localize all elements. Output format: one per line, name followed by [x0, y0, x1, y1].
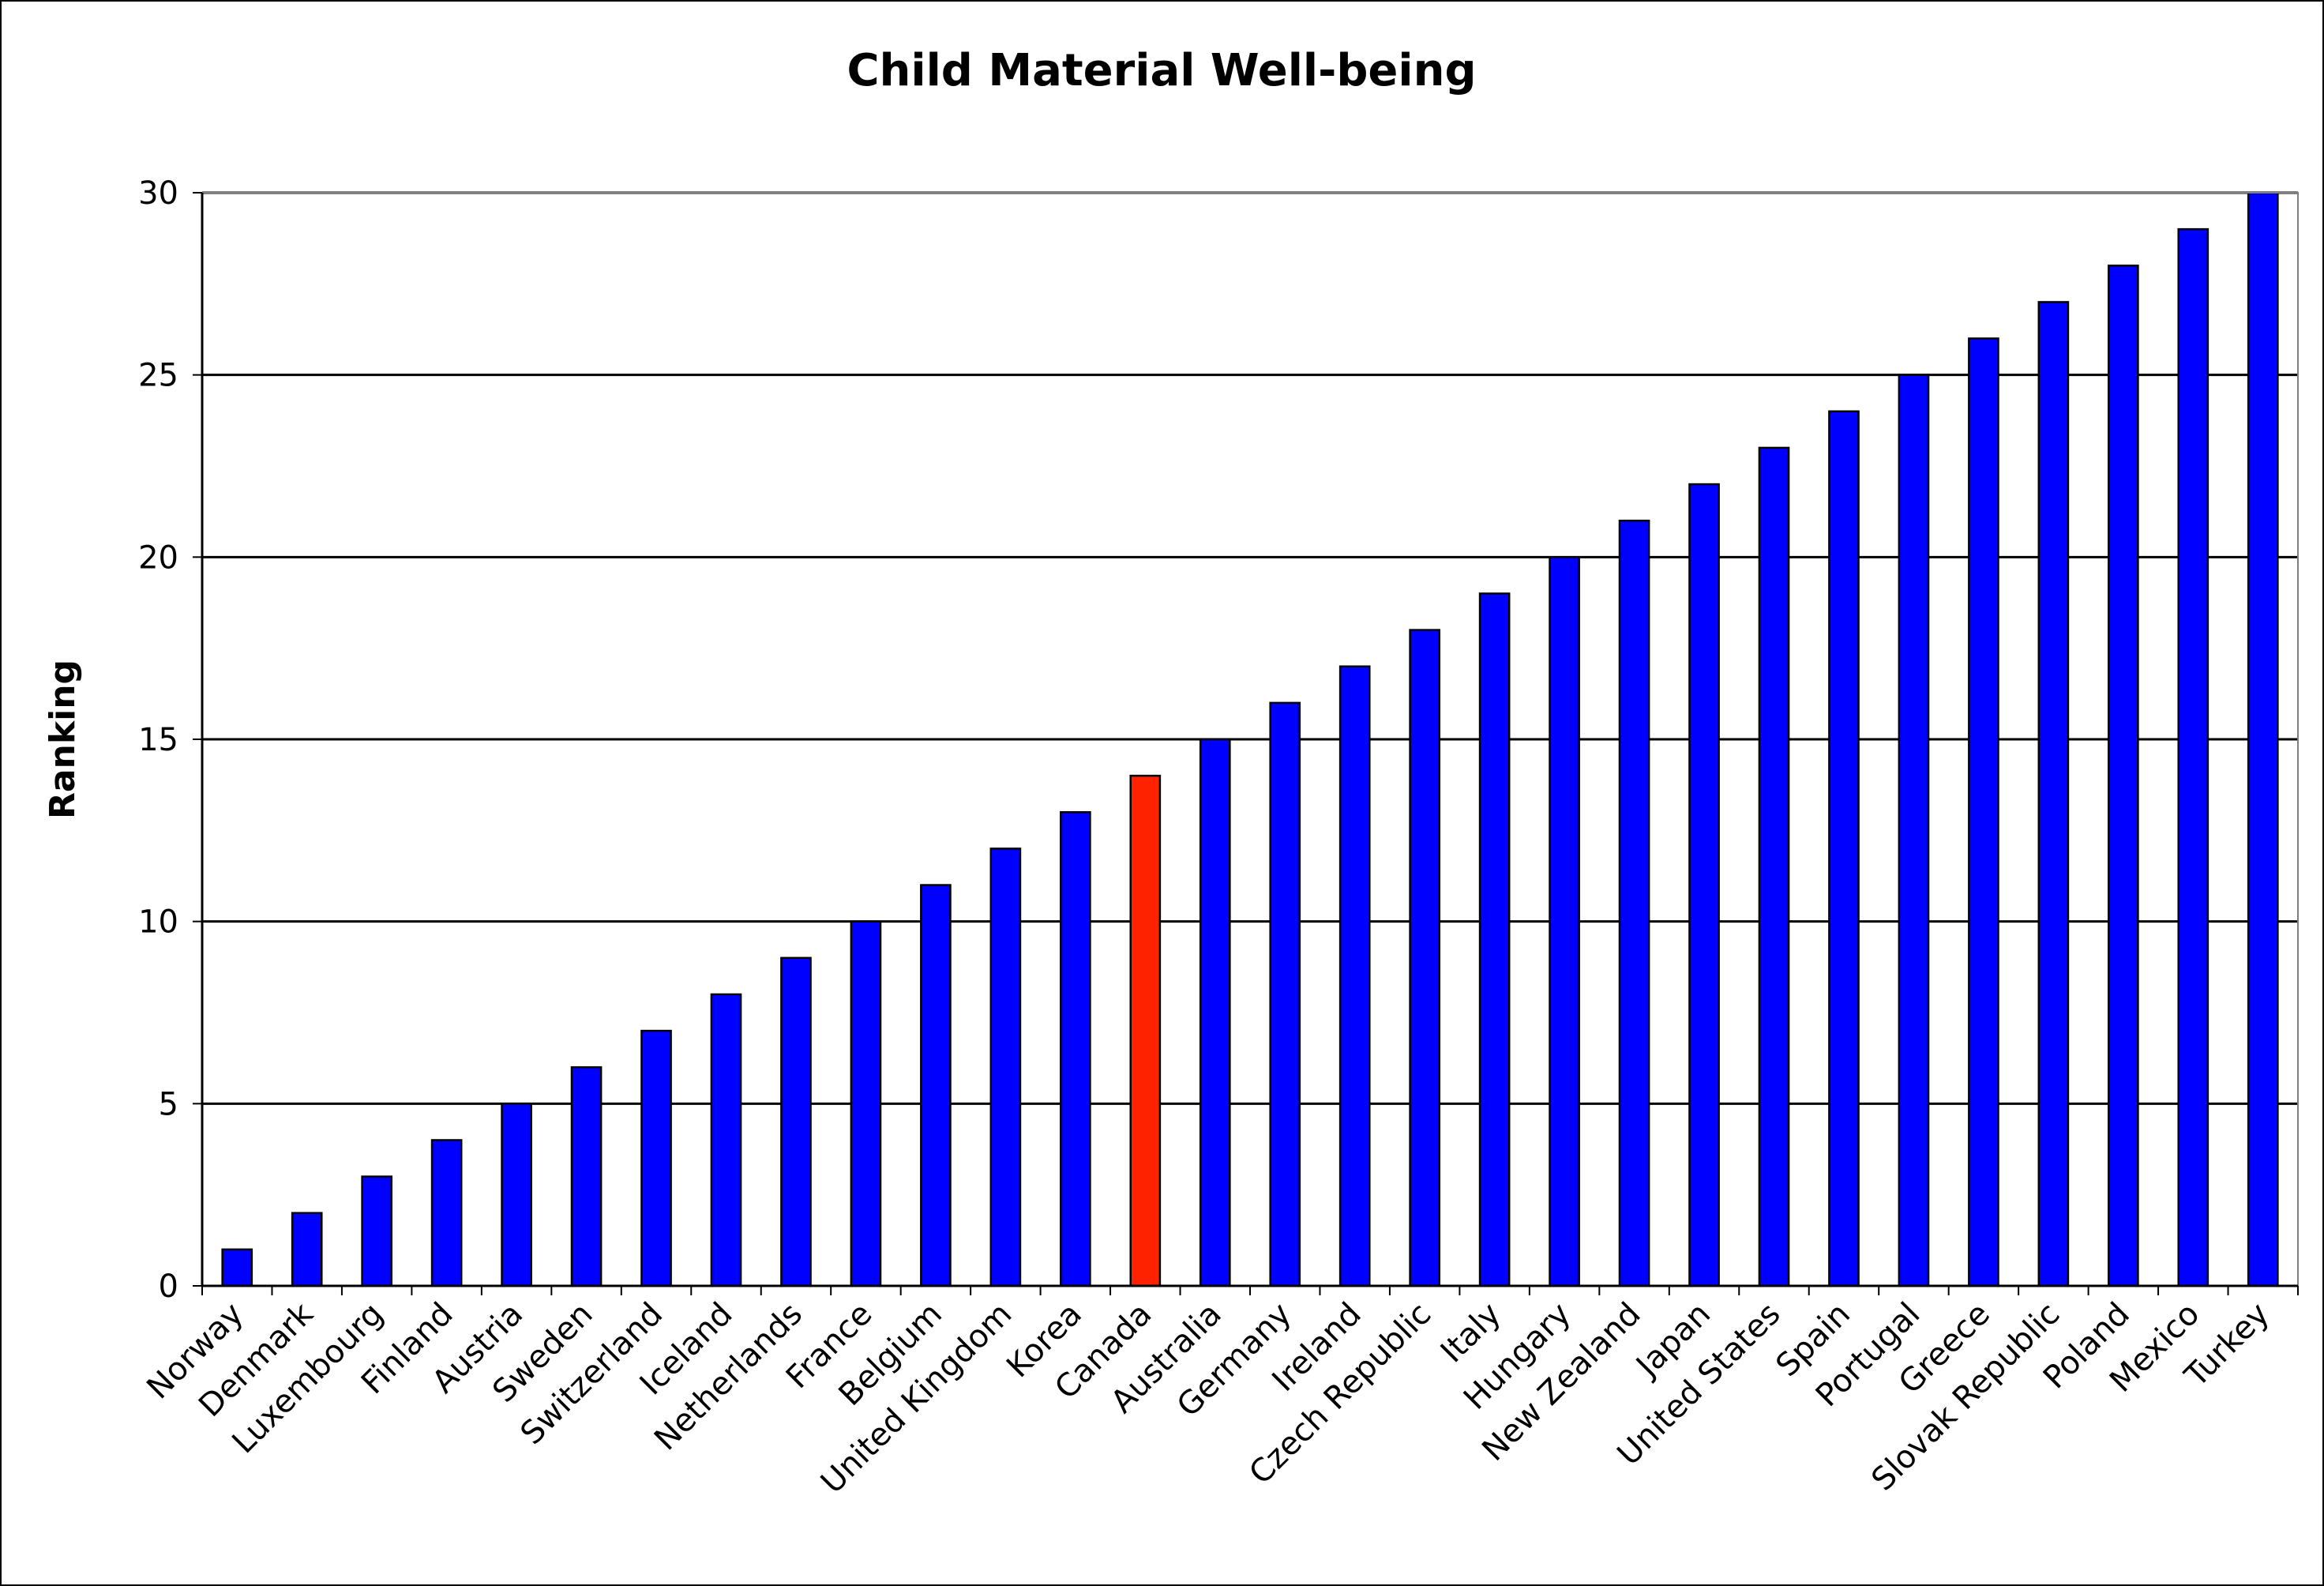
bar-united-kingdom: [989, 847, 1022, 1287]
y-tick-label: 10: [138, 904, 178, 941]
x-tick-labels: NorwayDenmarkLuxembourgFinlandAustriaSwe…: [140, 1295, 2276, 1501]
bar-switzerland: [640, 1029, 672, 1287]
y-tick-label: 15: [138, 722, 178, 758]
bars: [221, 191, 2279, 1287]
bar-portugal: [1898, 374, 1930, 1287]
chart-title: Child Material Well-being: [847, 45, 1476, 96]
bar-germany: [1269, 701, 1301, 1287]
bar-japan: [1688, 483, 1720, 1287]
bar-slovak-republic: [2037, 301, 2070, 1287]
bar-canada: [1129, 774, 1162, 1287]
bar-italy: [1478, 592, 1511, 1287]
y-axis-label: Ranking: [43, 660, 83, 819]
bar-finland: [430, 1139, 463, 1287]
bar-united-states: [1758, 446, 1790, 1287]
bar-denmark: [291, 1212, 323, 1287]
bar-greece: [1968, 337, 1999, 1287]
bar-korea: [1060, 811, 1091, 1287]
bar-austria: [501, 1103, 532, 1287]
bar-australia: [1199, 738, 1231, 1287]
bar-turkey: [2247, 191, 2279, 1287]
y-tick-label: 25: [138, 358, 178, 394]
bar-france: [850, 920, 882, 1287]
bar-mexico: [2177, 227, 2209, 1287]
bar-spain: [1828, 410, 1860, 1287]
bar-norway: [221, 1248, 253, 1287]
bar-luxembourg: [361, 1175, 392, 1287]
bar-czech-republic: [1409, 629, 1440, 1287]
bar-belgium: [920, 884, 952, 1287]
bar-netherlands: [780, 956, 812, 1287]
bar-new-zealand: [1618, 519, 1650, 1287]
axes: [193, 192, 2299, 1295]
y-tick-labels: 0 5 10 15 20 25 30: [138, 175, 178, 1305]
y-tick-label: 0: [159, 1268, 178, 1305]
bar-poland: [2108, 265, 2139, 1287]
bar-ireland: [1338, 665, 1371, 1287]
bar-sweden: [570, 1065, 603, 1287]
bar-iceland: [710, 993, 742, 1287]
y-tick-label: 5: [159, 1086, 178, 1122]
bar-hungary: [1549, 556, 1580, 1287]
y-tick-label: 20: [138, 539, 178, 576]
y-tick-label: 30: [138, 175, 178, 212]
